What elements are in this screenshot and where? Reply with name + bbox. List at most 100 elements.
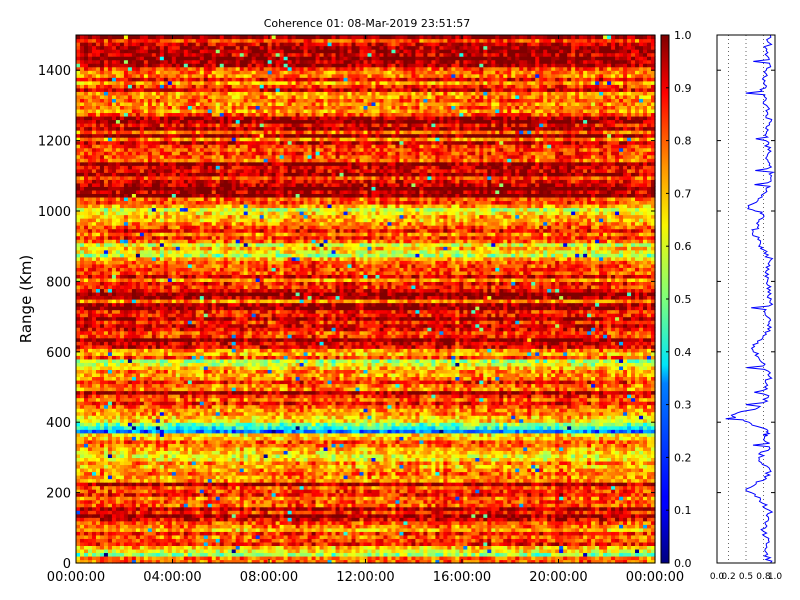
heatmap-cell	[527, 524, 532, 529]
heatmap-cell	[539, 499, 544, 504]
heatmap-cell	[151, 467, 157, 473]
heatmap-cell	[603, 548, 608, 554]
heatmap-cell	[323, 457, 329, 462]
heatmap-cell	[615, 478, 620, 483]
heatmap-cell	[599, 443, 604, 448]
heatmap-cell	[511, 517, 516, 522]
heatmap-cell	[195, 499, 201, 504]
heatmap-cell	[167, 457, 173, 462]
heatmap-cell	[95, 559, 101, 564]
heatmap-cell	[251, 467, 257, 473]
heatmap-cell	[76, 531, 81, 536]
heatmap-cell	[227, 450, 233, 455]
heatmap-cell	[171, 467, 177, 473]
heatmap-cell	[603, 460, 608, 466]
heatmap-cell	[651, 467, 656, 473]
heatmap-cell	[151, 534, 157, 539]
heatmap-cell	[247, 485, 253, 490]
heatmap-cell	[595, 467, 600, 473]
heatmap-cell	[175, 450, 181, 455]
heatmap-cell	[143, 506, 149, 511]
heatmap-cell	[587, 450, 592, 455]
heatmap-cell	[523, 446, 528, 451]
heatmap-cell	[299, 541, 305, 546]
heatmap-cell	[163, 559, 169, 564]
heatmap-cell	[479, 552, 484, 557]
heatmap-cell	[235, 527, 241, 532]
heatmap-cell	[331, 520, 337, 525]
heatmap-cell	[363, 555, 369, 561]
heatmap-cell	[291, 538, 297, 543]
heatmap-cell	[211, 496, 217, 501]
heatmap-cell	[111, 517, 117, 522]
heatmap-cell	[243, 503, 249, 508]
heatmap-cell	[559, 520, 564, 525]
heatmap-cell	[635, 555, 640, 561]
heatmap-cell	[587, 517, 592, 522]
heatmap-cell	[239, 503, 245, 508]
heatmap-cell	[295, 559, 301, 564]
heatmap-cell	[76, 467, 81, 473]
heatmap-cell	[511, 478, 516, 483]
heatmap-cell	[327, 467, 333, 473]
heatmap-cell	[499, 524, 504, 529]
heatmap-cell	[579, 520, 584, 525]
heatmap-cell	[211, 517, 217, 522]
heatmap-cell	[515, 538, 520, 543]
heatmap-cell	[503, 471, 508, 476]
heatmap-cell	[475, 524, 480, 529]
heatmap-cell	[475, 520, 480, 525]
heatmap-cell	[355, 457, 361, 462]
heatmap-cell	[435, 513, 440, 518]
heatmap-cell	[211, 460, 217, 466]
heatmap-cell	[383, 496, 389, 501]
heatmap-cell	[215, 478, 221, 483]
heatmap-cell	[339, 555, 345, 561]
heatmap-cell	[327, 482, 333, 487]
heatmap-cell	[211, 467, 217, 473]
heatmap-cell	[451, 471, 456, 476]
heatmap-cell	[159, 552, 165, 557]
heatmap-cell	[139, 545, 145, 550]
heatmap-cell	[559, 513, 564, 518]
heatmap-cell	[643, 520, 648, 525]
heatmap-cell	[223, 471, 229, 476]
heatmap-cell	[123, 450, 129, 455]
heatmap-cell	[419, 499, 424, 504]
heatmap-cell	[391, 506, 397, 511]
heatmap-cell	[79, 503, 85, 508]
heatmap-cell	[495, 524, 500, 529]
heatmap-cell	[235, 548, 241, 554]
heatmap-cell	[435, 446, 440, 451]
heatmap-cell	[295, 482, 301, 487]
heatmap-cell	[203, 555, 209, 561]
heatmap-cell	[111, 503, 117, 508]
heatmap-cell	[427, 499, 432, 504]
heatmap-cell	[407, 559, 413, 564]
heatmap-cell	[131, 496, 137, 501]
heatmap-cell	[363, 531, 369, 536]
heatmap-cell	[187, 475, 193, 480]
heatmap-cell	[99, 457, 105, 462]
heatmap-cell	[259, 475, 265, 480]
heatmap-cell	[327, 559, 333, 564]
heatmap-cell	[635, 527, 640, 532]
heatmap-cell	[279, 503, 285, 508]
heatmap-cell	[467, 503, 472, 508]
heatmap-cell	[263, 453, 269, 458]
heatmap-cell	[647, 513, 652, 518]
heatmap-cell	[467, 489, 472, 494]
heatmap-cell	[167, 499, 173, 504]
heatmap-cell	[383, 453, 389, 458]
heatmap-cell	[267, 527, 273, 532]
heatmap-cell	[187, 496, 193, 501]
heatmap-cell	[607, 478, 612, 483]
heatmap-cell	[551, 552, 556, 557]
heatmap-cell	[367, 471, 373, 476]
heatmap-cell	[503, 499, 508, 504]
heatmap-cell	[76, 513, 81, 518]
heatmap-cell	[343, 506, 349, 511]
heatmap-cell	[475, 485, 480, 490]
heatmap-cell	[215, 439, 221, 444]
heatmap-cell	[411, 492, 417, 497]
